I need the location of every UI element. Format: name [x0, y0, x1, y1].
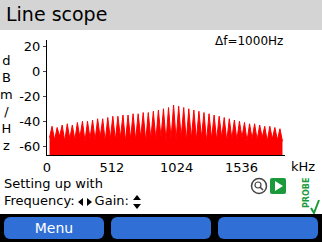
svg-text:dBm/Hz: dBm/Hz — [0, 53, 13, 153]
svg-text:20: 20 — [24, 39, 41, 54]
svg-text:-40: -40 — [19, 114, 40, 129]
svg-text:1536: 1536 — [225, 160, 258, 175]
svg-text:1024: 1024 — [160, 160, 193, 175]
svg-text:0: 0 — [32, 64, 40, 79]
html-text:Gain:: Gain: — [94, 193, 129, 208]
svg-text:PROBE: PROBE — [302, 178, 311, 208]
html-text:Menu: Menu — [34, 220, 74, 236]
html-text:Setting up with: Setting up with — [4, 176, 103, 191]
svg-text:kHz: kHz — [291, 159, 315, 174]
svg-text:Δf=1000Hz: Δf=1000Hz — [215, 34, 283, 48]
html-text:Frequency:: Frequency: — [4, 193, 75, 208]
svg-text:512: 512 — [99, 160, 124, 175]
svg-text:0: 0 — [43, 160, 51, 175]
svg-text:-20: -20 — [19, 89, 40, 104]
svg-text:-60: -60 — [19, 139, 40, 154]
html-text:Line scope: Line scope — [6, 3, 108, 25]
